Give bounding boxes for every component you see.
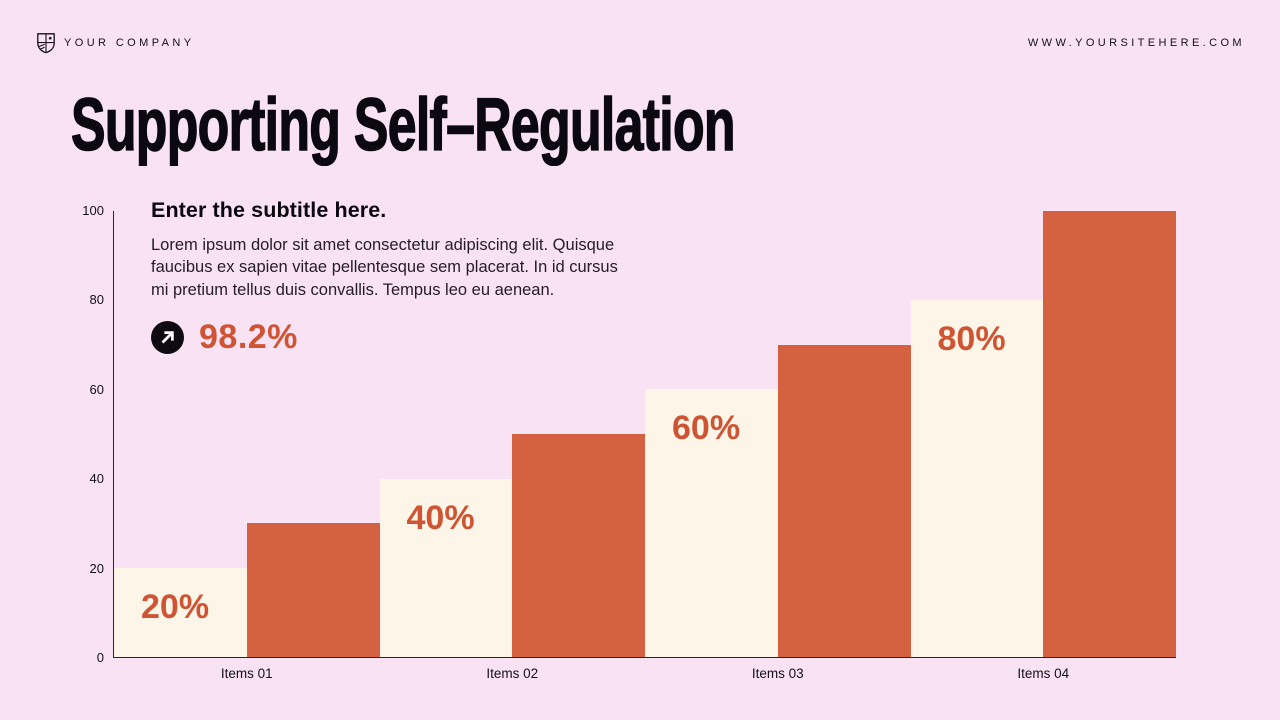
bar-value-label: 20%: [141, 587, 210, 626]
bar-value-label: 60%: [672, 409, 741, 448]
x-category-label: Items 02: [486, 666, 539, 681]
bar-items-03-highlight: 60%: [645, 389, 778, 657]
shield-crest-icon: [36, 32, 56, 54]
bar-items-01-highlight: 20%: [114, 567, 247, 657]
bar-value-label: 80%: [937, 320, 1006, 359]
bar-items-02-highlight: 40%: [379, 478, 513, 657]
x-category-label: Items 03: [751, 666, 804, 681]
bar-chart-plot: 0 20 40 60 80 100 20% Items 01 40% Items 02 60% Ite…: [82, 203, 1176, 681]
header: YOUR COMPANY WWW.YOURSITEHERE.COM: [36, 32, 1245, 54]
y-tick-label: 100: [82, 203, 104, 218]
y-tick-label: 40: [89, 471, 104, 487]
bar-value-label: 40%: [406, 498, 475, 537]
brand: YOUR COMPANY: [36, 32, 194, 54]
panel-body-text: Lorem ipsum dolor sit amet consectetur a…: [151, 236, 618, 299]
x-category-label: Items 04: [1017, 666, 1070, 681]
bar-items-04-primary: [1043, 211, 1176, 657]
content-panel: Enter the subtitle here. Lorem ipsum dol…: [151, 198, 631, 357]
x-category-label: Items 01: [220, 666, 273, 681]
bar-items-02-primary: [512, 434, 645, 657]
y-tick-label: 20: [89, 560, 104, 576]
arrow-up-right-icon: [151, 321, 184, 355]
y-tick-label: 0: [96, 650, 104, 665]
stat: 98.2%: [151, 318, 631, 357]
bar-items-03-primary: [777, 344, 911, 657]
bar-items-01-primary: [246, 523, 380, 657]
page-title: Supporting Self–Regulation: [70, 83, 736, 166]
company-name: YOUR COMPANY: [64, 37, 195, 49]
panel-subtitle: Enter the subtitle here.: [151, 198, 387, 222]
y-tick-label: 60: [89, 381, 104, 397]
website-url: WWW.YOURSITEHERE.COM: [1027, 37, 1245, 49]
bar-items-04-highlight: 80%: [910, 300, 1044, 657]
y-tick-label: 80: [89, 292, 104, 308]
stat-value: 98.2%: [199, 318, 298, 357]
